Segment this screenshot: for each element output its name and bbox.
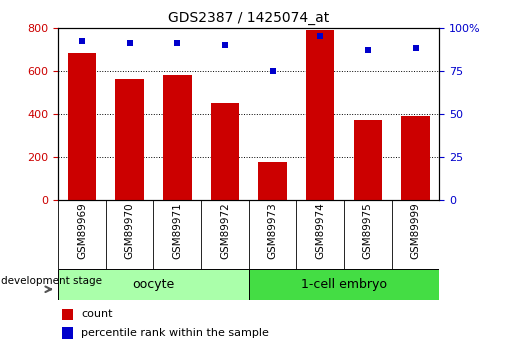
- Bar: [163, 75, 191, 200]
- Bar: [401, 116, 430, 200]
- Bar: [68, 53, 96, 200]
- Bar: [115, 79, 144, 200]
- Text: oocyte: oocyte: [132, 278, 175, 291]
- Text: percentile rank within the sample: percentile rank within the sample: [81, 328, 269, 338]
- Text: GSM89999: GSM89999: [411, 202, 421, 259]
- Text: GSM89969: GSM89969: [77, 202, 87, 259]
- Point: [364, 47, 372, 53]
- Text: GSM89973: GSM89973: [268, 202, 278, 259]
- Text: GSM89974: GSM89974: [315, 202, 325, 259]
- Text: GSM89970: GSM89970: [125, 202, 134, 259]
- Bar: [354, 120, 382, 200]
- Text: GSM89971: GSM89971: [172, 202, 182, 259]
- Bar: [62, 327, 73, 339]
- Text: GSM89975: GSM89975: [363, 202, 373, 259]
- Point: [269, 68, 277, 73]
- Bar: [306, 30, 334, 200]
- Point: [412, 46, 420, 51]
- Text: GSM89972: GSM89972: [220, 202, 230, 259]
- Point: [78, 39, 86, 44]
- Point: [221, 42, 229, 48]
- Bar: [62, 308, 73, 320]
- Point: [316, 33, 324, 39]
- Bar: [58, 269, 249, 300]
- Text: 1-cell embryo: 1-cell embryo: [301, 278, 387, 291]
- Text: count: count: [81, 309, 113, 319]
- Bar: [249, 269, 439, 300]
- Title: GDS2387 / 1425074_at: GDS2387 / 1425074_at: [168, 11, 329, 25]
- Text: development stage: development stage: [1, 276, 102, 286]
- Point: [173, 40, 181, 46]
- Bar: [258, 162, 287, 200]
- Bar: [211, 103, 239, 200]
- Point: [126, 40, 134, 46]
